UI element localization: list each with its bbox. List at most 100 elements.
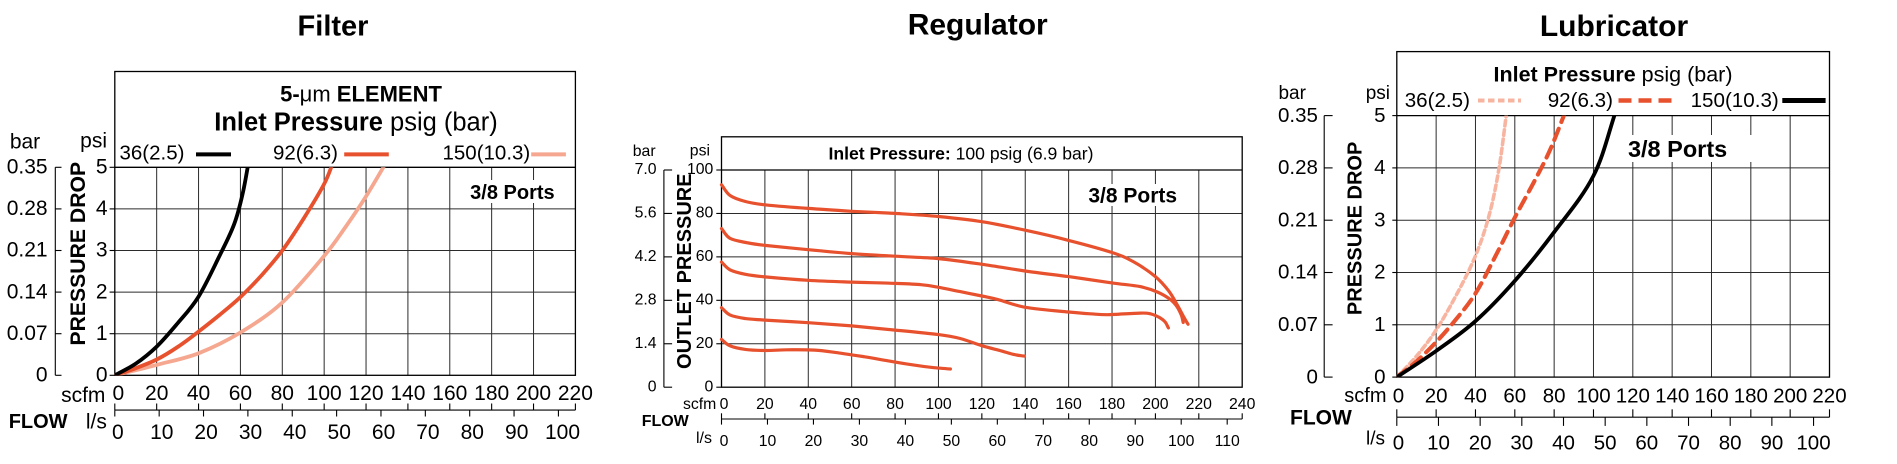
svg-text:0.28: 0.28 bbox=[1278, 156, 1318, 179]
svg-text:180: 180 bbox=[1734, 384, 1768, 407]
svg-text:60: 60 bbox=[843, 396, 861, 413]
svg-text:40: 40 bbox=[897, 433, 915, 450]
svg-text:scfm: scfm bbox=[1344, 385, 1386, 407]
svg-text:10: 10 bbox=[150, 421, 173, 444]
svg-text:50: 50 bbox=[1594, 432, 1617, 455]
svg-text:110: 110 bbox=[1215, 433, 1240, 450]
svg-text:40: 40 bbox=[283, 421, 306, 444]
svg-text:80: 80 bbox=[1543, 384, 1566, 407]
svg-text:140: 140 bbox=[1012, 396, 1039, 413]
svg-text:bar: bar bbox=[633, 143, 656, 160]
svg-text:60: 60 bbox=[372, 421, 395, 444]
svg-text:0: 0 bbox=[720, 396, 729, 413]
svg-text:120: 120 bbox=[969, 396, 996, 413]
svg-text:180: 180 bbox=[474, 382, 509, 405]
svg-text:180: 180 bbox=[1099, 396, 1126, 413]
svg-text:l/s: l/s bbox=[86, 411, 107, 434]
svg-text:70: 70 bbox=[1677, 432, 1700, 455]
svg-text:36(2.5): 36(2.5) bbox=[120, 142, 185, 165]
svg-text:5-μm ELEMENT: 5-μm ELEMENT bbox=[280, 82, 442, 107]
svg-text:bar: bar bbox=[10, 131, 40, 154]
svg-text:4.2: 4.2 bbox=[635, 248, 657, 265]
svg-text:150(10.3): 150(10.3) bbox=[1691, 89, 1779, 112]
svg-text:100: 100 bbox=[1576, 384, 1610, 407]
svg-text:100: 100 bbox=[925, 396, 952, 413]
svg-text:40: 40 bbox=[696, 292, 714, 309]
svg-text:scfm: scfm bbox=[61, 384, 105, 407]
svg-text:psi: psi bbox=[1366, 83, 1390, 104]
svg-text:40: 40 bbox=[1552, 432, 1575, 455]
svg-text:80: 80 bbox=[461, 421, 484, 444]
svg-text:0: 0 bbox=[36, 364, 48, 387]
svg-text:40: 40 bbox=[187, 382, 210, 405]
svg-text:50: 50 bbox=[328, 421, 351, 444]
svg-text:Inlet Pressure: 100 psig (6.9: Inlet Pressure: 100 psig (6.9 bar) bbox=[828, 144, 1093, 164]
svg-text:0.35: 0.35 bbox=[7, 156, 48, 179]
svg-text:psi: psi bbox=[690, 143, 710, 160]
svg-text:70: 70 bbox=[416, 421, 439, 444]
svg-text:3: 3 bbox=[96, 239, 108, 262]
svg-text:60: 60 bbox=[229, 382, 252, 405]
svg-text:PRESSURE DROP: PRESSURE DROP bbox=[67, 162, 90, 346]
svg-text:70: 70 bbox=[1035, 433, 1053, 450]
svg-text:80: 80 bbox=[886, 396, 904, 413]
svg-text:100: 100 bbox=[545, 421, 580, 444]
svg-text:Regulator: Regulator bbox=[908, 9, 1048, 42]
svg-text:20: 20 bbox=[1425, 384, 1448, 407]
svg-text:5: 5 bbox=[96, 156, 108, 179]
svg-text:100: 100 bbox=[307, 382, 342, 405]
svg-text:120: 120 bbox=[348, 382, 383, 405]
svg-text:90: 90 bbox=[1126, 433, 1144, 450]
svg-text:220: 220 bbox=[1186, 396, 1213, 413]
svg-text:0: 0 bbox=[1306, 365, 1317, 388]
svg-text:40: 40 bbox=[1464, 384, 1487, 407]
svg-text:160: 160 bbox=[1055, 396, 1082, 413]
svg-text:0: 0 bbox=[1393, 432, 1404, 455]
svg-text:0.35: 0.35 bbox=[1278, 104, 1318, 127]
svg-text:3/8 Ports: 3/8 Ports bbox=[1628, 136, 1727, 162]
svg-text:Inlet Pressure psig (bar): Inlet Pressure psig (bar) bbox=[214, 108, 497, 136]
svg-text:scfm: scfm bbox=[683, 396, 716, 413]
svg-text:0.14: 0.14 bbox=[7, 280, 48, 303]
svg-text:100: 100 bbox=[687, 161, 714, 178]
svg-text:140: 140 bbox=[1655, 384, 1689, 407]
svg-text:80: 80 bbox=[696, 205, 714, 222]
svg-text:20: 20 bbox=[194, 421, 217, 444]
svg-text:1: 1 bbox=[1374, 313, 1385, 336]
svg-text:2: 2 bbox=[96, 280, 108, 303]
svg-text:Filter: Filter bbox=[298, 11, 369, 43]
svg-text:1: 1 bbox=[96, 322, 108, 345]
svg-text:l/s: l/s bbox=[1366, 429, 1385, 450]
svg-text:120: 120 bbox=[1616, 384, 1650, 407]
svg-text:60: 60 bbox=[989, 433, 1007, 450]
svg-text:7.0: 7.0 bbox=[635, 161, 657, 178]
svg-text:220: 220 bbox=[558, 382, 593, 405]
svg-text:40: 40 bbox=[800, 396, 818, 413]
svg-text:30: 30 bbox=[1510, 432, 1533, 455]
svg-text:30: 30 bbox=[851, 433, 869, 450]
svg-text:200: 200 bbox=[1773, 384, 1807, 407]
svg-text:140: 140 bbox=[390, 382, 425, 405]
svg-text:FLOW: FLOW bbox=[642, 413, 690, 430]
svg-text:92(6.3): 92(6.3) bbox=[273, 142, 338, 165]
svg-text:160: 160 bbox=[432, 382, 467, 405]
svg-text:Inlet Pressure psig (bar): Inlet Pressure psig (bar) bbox=[1493, 62, 1732, 86]
svg-text:0.21: 0.21 bbox=[1278, 208, 1318, 231]
svg-text:0.21: 0.21 bbox=[7, 239, 48, 262]
svg-text:l/s: l/s bbox=[696, 430, 712, 447]
svg-text:20: 20 bbox=[1469, 432, 1492, 455]
svg-text:0: 0 bbox=[705, 378, 714, 395]
svg-text:PRESSURE DROP: PRESSURE DROP bbox=[1345, 142, 1367, 315]
svg-text:2: 2 bbox=[1374, 261, 1385, 284]
svg-text:160: 160 bbox=[1694, 384, 1728, 407]
svg-text:30: 30 bbox=[239, 421, 262, 444]
svg-text:80: 80 bbox=[271, 382, 294, 405]
svg-text:0.28: 0.28 bbox=[7, 197, 48, 220]
svg-text:80: 80 bbox=[1081, 433, 1099, 450]
svg-text:4: 4 bbox=[1374, 156, 1385, 179]
svg-text:60: 60 bbox=[1635, 432, 1658, 455]
svg-text:90: 90 bbox=[505, 421, 528, 444]
svg-text:3/8 Ports: 3/8 Ports bbox=[1088, 184, 1177, 207]
svg-text:1.4: 1.4 bbox=[635, 335, 657, 352]
svg-text:10: 10 bbox=[1427, 432, 1450, 455]
